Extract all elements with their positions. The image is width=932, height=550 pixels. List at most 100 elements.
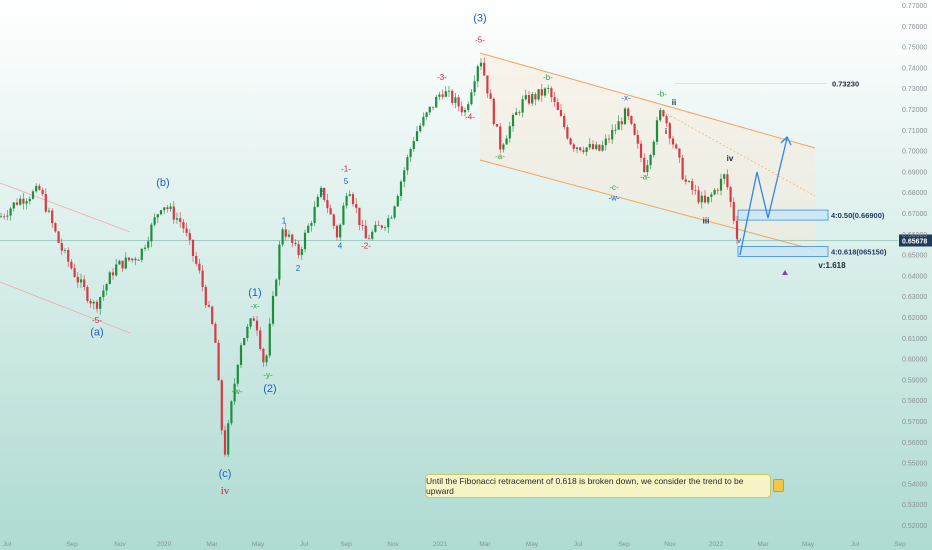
prior-channel-upper xyxy=(0,182,131,233)
candle-body xyxy=(236,364,239,384)
candle-body xyxy=(137,259,140,261)
candle-body xyxy=(223,430,227,455)
wave-label: -w- xyxy=(231,387,242,396)
candle-body xyxy=(44,194,47,212)
wave-label: (3) xyxy=(473,13,486,25)
wave-label: (1) xyxy=(248,287,261,299)
candle-body xyxy=(415,131,419,142)
candle-body xyxy=(556,102,559,111)
y-tick-label: 0.57000 xyxy=(902,419,927,426)
candle-body xyxy=(380,225,383,228)
candle-body xyxy=(246,326,249,339)
note-icon[interactable] xyxy=(773,479,784,492)
candle-body xyxy=(521,99,524,113)
x-tick-label: Nov xyxy=(387,541,399,548)
candle-body xyxy=(643,157,646,173)
fib-zone xyxy=(737,209,829,221)
candle-body xyxy=(70,261,73,269)
candle-body xyxy=(73,268,76,277)
candle-body xyxy=(143,247,147,249)
y-tick-label: 0.71000 xyxy=(902,128,927,135)
candle-body xyxy=(649,154,652,166)
candle-body xyxy=(383,227,387,229)
candle-body xyxy=(671,138,675,145)
candle-body xyxy=(665,116,668,124)
candle-body xyxy=(463,109,467,113)
candle-body xyxy=(623,108,627,125)
candle-body xyxy=(502,144,505,150)
x-tick-label: Sep xyxy=(618,541,630,548)
wave-label: -a- xyxy=(640,173,650,182)
candle-body xyxy=(454,97,457,103)
candle-body xyxy=(3,216,6,218)
x-tick-label: May xyxy=(526,541,539,548)
x-tick-label: Nov xyxy=(664,541,676,548)
candle-body xyxy=(505,138,508,145)
y-tick-label: 0.59000 xyxy=(902,377,927,384)
y-tick-label: 0.56000 xyxy=(902,440,927,447)
candle-body xyxy=(185,228,188,234)
candle-body xyxy=(60,242,63,251)
candle-body xyxy=(598,144,601,151)
candle-body xyxy=(614,129,617,131)
channel-upper-line xyxy=(479,52,816,149)
candle-body xyxy=(543,88,547,96)
candle-body xyxy=(729,187,732,202)
candle-body xyxy=(19,198,22,205)
candle-body xyxy=(57,231,60,243)
candle-body xyxy=(15,202,19,205)
projection-arrowhead xyxy=(780,135,792,146)
candle-body xyxy=(732,201,735,221)
candle-body xyxy=(204,286,207,306)
candle-body xyxy=(486,75,489,94)
fib-levels: 0.65678 0.73230 4:0.50(0.66900) 4:0.618(065… xyxy=(0,79,932,257)
wave-label: 4 xyxy=(338,241,343,250)
candle-body xyxy=(495,124,499,127)
candle-body xyxy=(275,279,278,296)
candle-body xyxy=(259,330,262,349)
x-axis: Jul Sep Nov 2020 Mar May Jul Sep Nov 2021 Mar May Ju… xyxy=(3,541,906,548)
candle-body xyxy=(51,210,54,224)
candle-body xyxy=(655,120,659,142)
candle-body xyxy=(278,244,281,280)
wave-label: 1 xyxy=(282,216,287,225)
wave-label: 2 xyxy=(296,264,301,273)
channel-lower-line xyxy=(479,159,816,251)
triangle-marker xyxy=(782,270,788,275)
candle-body xyxy=(76,276,79,283)
projection-path xyxy=(739,135,792,275)
candle-body xyxy=(470,92,473,105)
x-tick-label: Sep xyxy=(894,541,906,548)
candle-body xyxy=(63,249,67,251)
candle-body xyxy=(435,96,438,108)
candle-body xyxy=(611,129,614,140)
wave-label: -3- xyxy=(437,73,447,82)
x-tick-label: May xyxy=(802,541,815,548)
candle-body xyxy=(601,145,604,151)
candle-body xyxy=(313,206,316,224)
candle-body xyxy=(726,174,729,188)
candle-body xyxy=(518,112,521,114)
projection-line xyxy=(739,137,788,256)
candle-body xyxy=(166,207,169,209)
candle-body xyxy=(127,257,131,261)
candle-body xyxy=(694,189,697,191)
candle-body xyxy=(156,214,159,218)
candle-body xyxy=(12,202,15,209)
candle-body xyxy=(67,249,70,262)
wave-label: ii xyxy=(672,98,676,107)
candle-body xyxy=(54,223,57,232)
y-tick-label: 0.67000 xyxy=(902,211,927,218)
candle-body xyxy=(652,141,655,155)
candle-body xyxy=(406,157,409,171)
x-tick-label: Sep xyxy=(66,541,78,548)
candle-body xyxy=(323,187,326,200)
candle-body xyxy=(262,348,265,363)
candle-body xyxy=(153,217,156,225)
candle-body xyxy=(684,179,687,182)
candle-body xyxy=(569,138,572,145)
wave-label: iv xyxy=(727,154,734,163)
